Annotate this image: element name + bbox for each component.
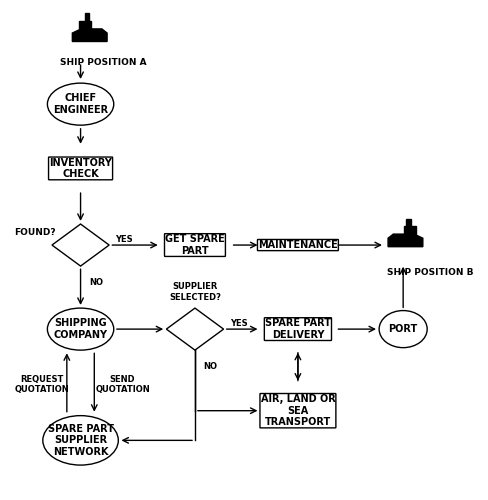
Text: SUPPLIER
SELECTED?: SUPPLIER SELECTED?: [169, 282, 221, 302]
Text: SPARE PART
SUPPLIER
NETWORK: SPARE PART SUPPLIER NETWORK: [47, 424, 113, 457]
Ellipse shape: [47, 83, 114, 125]
Text: NO: NO: [203, 362, 217, 370]
Polygon shape: [387, 234, 422, 246]
Text: SPARE PART
DELIVERY: SPARE PART DELIVERY: [264, 318, 330, 340]
Text: AIR, LAND OR
SEA
TRANSPORT: AIR, LAND OR SEA TRANSPORT: [260, 394, 335, 428]
Text: CHIEF
ENGINEER: CHIEF ENGINEER: [53, 94, 108, 115]
Text: PORT: PORT: [388, 324, 417, 334]
Text: MAINTENANCE: MAINTENANCE: [258, 240, 337, 250]
Text: INVENTORY
CHECK: INVENTORY CHECK: [49, 158, 112, 179]
Polygon shape: [406, 218, 410, 226]
Polygon shape: [403, 226, 415, 234]
Text: NO: NO: [89, 278, 102, 286]
Text: SHIP POSITION A: SHIP POSITION A: [60, 58, 146, 66]
Text: SEND
QUOTATION: SEND QUOTATION: [95, 375, 150, 394]
Polygon shape: [84, 14, 89, 21]
Ellipse shape: [47, 308, 114, 350]
Text: YES: YES: [115, 234, 133, 244]
Text: SHIP POSITION B: SHIP POSITION B: [386, 268, 473, 277]
Ellipse shape: [43, 416, 118, 465]
Text: SHIPPING
COMPANY: SHIPPING COMPANY: [54, 318, 107, 340]
Text: FOUND?: FOUND?: [14, 228, 56, 237]
Polygon shape: [79, 21, 91, 29]
Text: GET SPARE
PART: GET SPARE PART: [165, 234, 224, 256]
Polygon shape: [72, 29, 107, 42]
Polygon shape: [166, 308, 223, 350]
Text: YES: YES: [229, 318, 247, 328]
Polygon shape: [52, 224, 109, 266]
Text: REQUEST
QUOTATION: REQUEST QUOTATION: [14, 375, 69, 394]
Ellipse shape: [378, 310, 427, 348]
